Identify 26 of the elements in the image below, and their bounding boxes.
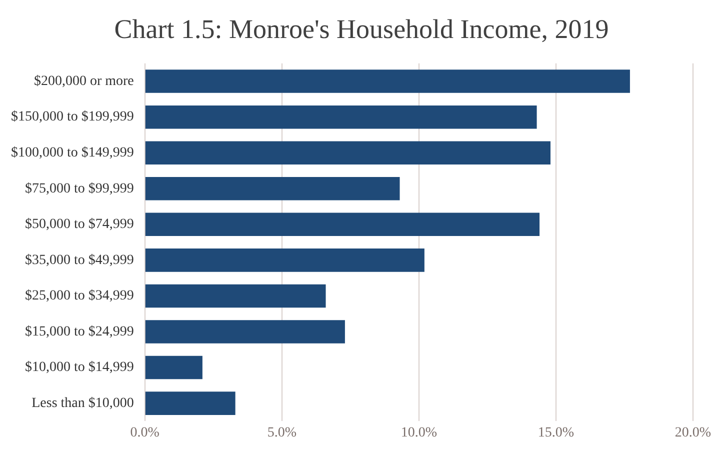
bar <box>145 70 630 93</box>
y-tick-label: $25,000 to $34,999 <box>25 288 134 304</box>
y-tick-label: Less than $10,000 <box>32 396 134 411</box>
bar <box>145 177 400 200</box>
bar <box>145 105 537 129</box>
y-tick-label: $35,000 to $49,999 <box>25 252 134 268</box>
x-tick-label: 0.0% <box>130 425 160 440</box>
y-tick-label: $50,000 to $74,999 <box>25 217 134 232</box>
chart-title: Chart 1.5: Monroe's Household Income, 2019 <box>113 14 610 46</box>
x-tick-label: 15.0% <box>538 425 574 440</box>
bar <box>145 392 236 415</box>
bar <box>145 141 550 164</box>
bar <box>145 320 345 344</box>
bar <box>145 356 202 380</box>
bar <box>145 284 326 308</box>
y-tick-label: $10,000 to $14,999 <box>25 360 134 376</box>
bar <box>145 248 424 272</box>
x-tick-label: 20.0% <box>674 425 712 440</box>
x-tick-label: 5.0% <box>267 425 297 440</box>
bar <box>145 212 540 236</box>
y-tick-label: $200,000 or more <box>34 74 134 89</box>
y-tick-label: $150,000 to $199,999 <box>11 110 134 125</box>
x-tick-label: 10.0% <box>400 425 438 440</box>
y-tick-label: $15,000 to $24,999 <box>25 324 134 340</box>
y-tick-label: $100,000 to $149,999 <box>11 146 134 161</box>
y-tick-label: $75,000 to $99,999 <box>25 181 134 196</box>
